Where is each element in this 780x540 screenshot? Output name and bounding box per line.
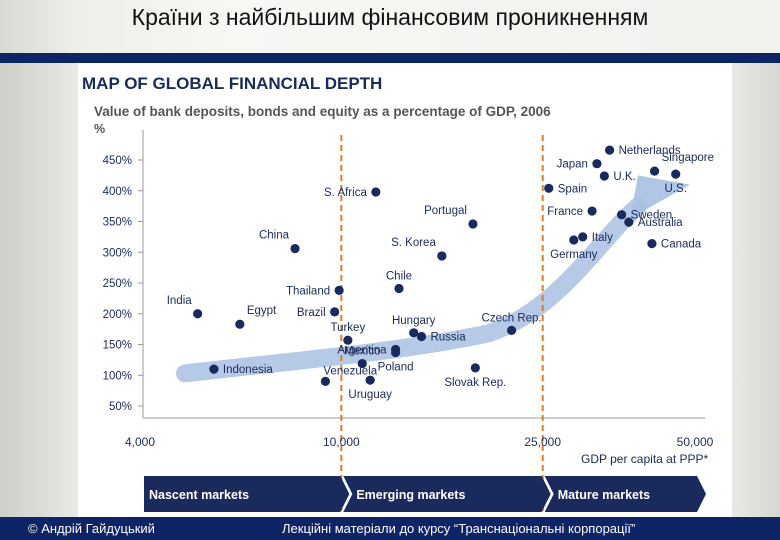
data-point-mexico <box>357 358 367 369</box>
point-label: Argentina <box>337 344 387 356</box>
data-point-russia <box>416 331 427 342</box>
point-label: China <box>259 230 290 242</box>
point-label: Japan <box>557 159 588 171</box>
footer-course: Лекційні матеріали до курсу “Транснаціон… <box>282 521 636 536</box>
point-label: Singapore <box>662 152 714 164</box>
slide-title: Країни з найбільшим фінансовим проникнен… <box>131 4 649 30</box>
point-label: Germany <box>550 249 598 261</box>
data-point-venezuela <box>320 376 330 386</box>
point-label: Canada <box>661 239 702 251</box>
segment-band-0 <box>144 476 350 512</box>
x-tick-label: 50,000 <box>677 435 714 449</box>
data-point-poland <box>390 347 401 358</box>
data-point-slovak-rep- <box>470 363 480 373</box>
data-point-canada <box>647 239 657 249</box>
data-point-netherlands <box>605 145 615 155</box>
y-tick-label: 200% <box>103 309 132 321</box>
point-label: Mexico <box>344 346 380 358</box>
data-point-germany <box>569 235 579 245</box>
data-point-u-s- <box>671 169 681 179</box>
point-label: S. Korea <box>391 237 436 249</box>
y-tick-label: 350% <box>103 217 132 229</box>
x-tick-label: 4,000 <box>125 435 155 449</box>
trend-arrow-head <box>630 175 690 219</box>
y-tick-label: 100% <box>103 370 132 382</box>
point-label: Portugal <box>424 205 467 217</box>
x-tick-label: 25,000 <box>524 435 561 449</box>
data-point-indonesia <box>209 364 219 374</box>
point-label: Poland <box>378 361 414 373</box>
point-label: India <box>167 295 193 307</box>
point-label: U.S. <box>665 183 687 195</box>
data-point-chile <box>394 283 404 294</box>
segment-band-2 <box>544 476 706 512</box>
data-point-italy <box>578 232 588 242</box>
data-point-singapore <box>649 166 660 176</box>
footer-author: © Андрій Гайдуцький <box>28 521 155 536</box>
y-tick-label: 50% <box>109 401 132 413</box>
data-point-sweden <box>616 210 627 220</box>
chart-title: MAP OF GLOBAL FINANCIAL DEPTH <box>82 74 382 93</box>
data-point-china <box>290 243 300 254</box>
trend-arrow-body <box>176 197 647 383</box>
side-decoration-left <box>0 63 78 517</box>
data-point-india <box>193 309 203 319</box>
x-tick-label: 10,000 <box>323 435 360 449</box>
point-label: Italy <box>592 232 613 244</box>
point-label: France <box>547 206 583 218</box>
title-rule <box>0 53 780 63</box>
point-label: Netherlands <box>619 145 681 157</box>
point-label: U.K. <box>613 171 635 183</box>
point-label: Turkey <box>330 322 365 334</box>
data-point-france <box>587 206 597 216</box>
point-label: S. Africa <box>324 187 367 199</box>
segment-label: Emerging markets <box>356 488 465 502</box>
data-point-brazil <box>330 307 340 317</box>
point-label: Egypt <box>247 305 277 317</box>
data-point-czech-rep- <box>506 325 517 335</box>
data-point-thailand <box>334 285 344 295</box>
point-label: Hungary <box>392 315 436 327</box>
data-point-spain <box>544 183 554 193</box>
y-tick-label: 450% <box>103 155 132 167</box>
point-label: Sweden <box>631 210 673 222</box>
segment-band-1 <box>343 476 551 512</box>
point-label: Russia <box>430 332 466 344</box>
point-label: Australia <box>638 217 683 229</box>
data-point-japan <box>592 159 602 169</box>
point-label: Slovak Rep. <box>444 377 506 389</box>
data-point-australia <box>624 217 634 227</box>
y-axis-unit: % <box>94 122 105 136</box>
point-label: Brazil <box>297 307 326 319</box>
y-tick-label: 400% <box>103 186 132 198</box>
data-point-hungary <box>409 328 419 338</box>
data-point-turkey <box>343 335 353 345</box>
point-label: Spain <box>558 183 587 195</box>
data-point-egypt <box>235 319 245 329</box>
point-label: Indonesia <box>223 364 273 376</box>
point-label: Chile <box>386 271 412 283</box>
side-decoration-right <box>732 63 780 517</box>
chart-subtitle: Value of bank deposits, bonds and equity… <box>94 104 551 119</box>
y-tick-label: 300% <box>103 247 132 259</box>
footer-bar: © Андрій Гайдуцький Лекційні матеріали д… <box>0 517 780 540</box>
data-point-u-k- <box>599 171 609 181</box>
data-point-s-korea <box>437 251 447 261</box>
financial-depth-chart: MAP OF GLOBAL FINANCIAL DEPTH Value of b… <box>82 74 714 515</box>
point-label: Czech Rep. <box>482 312 542 324</box>
chart-panel: MAP OF GLOBAL FINANCIAL DEPTH Value of b… <box>78 63 732 517</box>
data-point-uruguay <box>365 375 375 385</box>
y-tick-label: 250% <box>103 278 132 290</box>
data-point-s-africa <box>371 187 381 197</box>
point-label: Thailand <box>286 285 330 297</box>
point-label: Venezuela <box>323 365 377 377</box>
data-point-portugal <box>468 219 478 229</box>
x-axis-title: GDP per capita at PPP* <box>581 452 709 466</box>
y-tick-label: 150% <box>103 340 132 352</box>
segment-label: Mature markets <box>558 488 650 502</box>
point-label: Uruguay <box>348 389 392 401</box>
segment-label: Nascent markets <box>149 488 249 502</box>
